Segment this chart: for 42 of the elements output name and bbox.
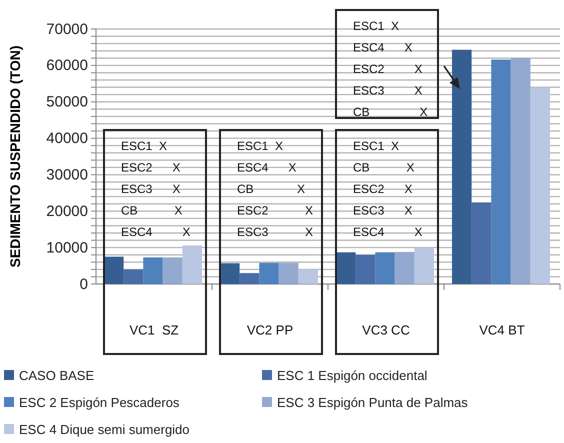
bar (491, 60, 511, 284)
bar (143, 257, 163, 284)
bar (104, 256, 124, 284)
legend-label: ESC 3 Espigón Punta de Palmas (277, 395, 468, 410)
bar (530, 87, 550, 284)
y-tick-label: 30000 (46, 166, 88, 184)
y-tick-label: 70000 (46, 20, 88, 38)
bar (278, 262, 298, 284)
bar (356, 254, 376, 284)
legend-label: ESC 4 Dique semi sumergido (19, 422, 190, 437)
bar (162, 257, 182, 284)
x-tick-label: VC4 BT (479, 322, 525, 338)
bar (510, 58, 530, 284)
bar (375, 252, 395, 284)
bar (452, 50, 472, 284)
bar (472, 202, 492, 284)
annotation: ESC1 X ESC4 X ESC2 X ESC3 X CB X (353, 19, 428, 119)
x-tick-label: VC3 CC (362, 322, 410, 338)
bar (124, 269, 144, 284)
annotation: ESC1 X CB X ESC2 X ESC3 X ESC4 X (353, 139, 422, 239)
y-tick-label: 0 (80, 276, 88, 293)
bar (336, 252, 356, 284)
y-tick-label: 50000 (46, 94, 88, 111)
y-tick-label: 10000 (46, 239, 88, 256)
bar (220, 263, 240, 284)
bar (240, 273, 260, 284)
legend-label: ESC 1 Espigón occidental (277, 368, 428, 383)
bar (394, 252, 414, 284)
x-tick-label: VC2 PP (246, 322, 294, 338)
y-tick-label: 40000 (46, 130, 88, 148)
y-axis-title: SEDIMENTO SUSPENDIDO (TON) (7, 46, 23, 268)
legend-label: ESC 2 Espigón Pescaderos (19, 395, 180, 410)
bar (414, 248, 434, 284)
x-tick-label: VC1 SZ (129, 322, 179, 338)
annotation: ESC1 X ESC4 X CB X ESC2 X ESC3 X (237, 139, 314, 239)
annotation: ESC1 X ESC2 X ESC3 X CB X ESC4 X (121, 139, 190, 239)
bar (298, 269, 318, 284)
y-tick-label: 20000 (46, 202, 88, 220)
y-tick-label: 60000 (46, 57, 88, 74)
bar (259, 262, 279, 284)
legend-label: CASO BASE (19, 368, 94, 383)
bar (182, 245, 202, 284)
